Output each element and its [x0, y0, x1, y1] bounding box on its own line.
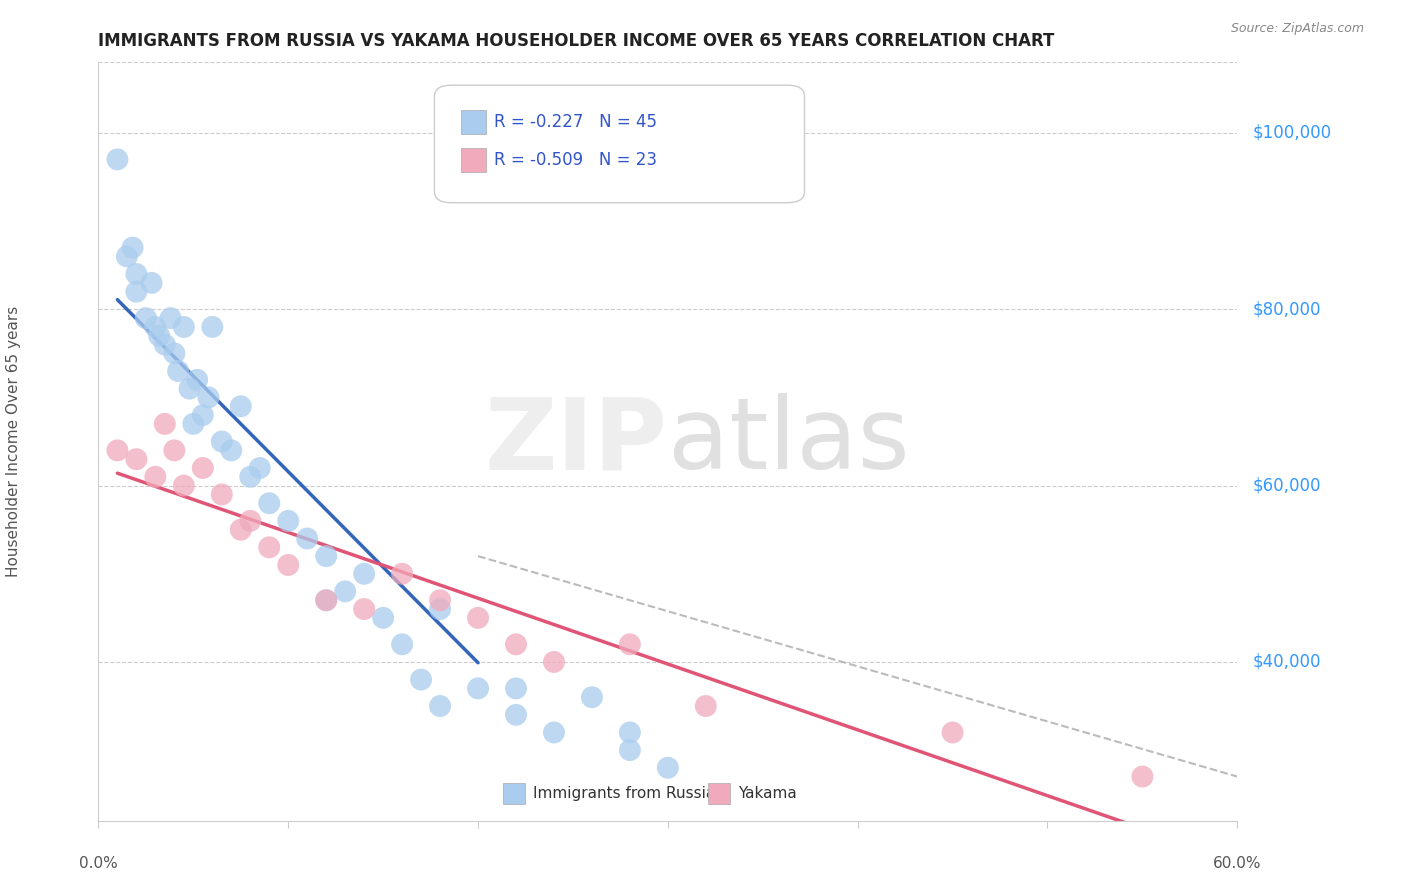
Point: [141, 276, 163, 290]
Point: [125, 452, 148, 467]
Point: [619, 725, 641, 739]
Point: [391, 637, 413, 651]
Point: [229, 523, 252, 537]
Text: ZIP: ZIP: [485, 393, 668, 490]
Point: [353, 602, 375, 616]
Point: [353, 566, 375, 581]
Point: [371, 611, 394, 625]
Text: 0.0%: 0.0%: [79, 856, 118, 871]
Point: [543, 725, 565, 739]
Point: [942, 725, 965, 739]
Text: $80,000: $80,000: [1253, 301, 1322, 318]
Point: [391, 566, 413, 581]
Point: [259, 496, 281, 510]
Point: [211, 487, 233, 501]
Point: [163, 346, 186, 360]
Text: R = -0.227   N = 45: R = -0.227 N = 45: [494, 113, 657, 131]
Point: [173, 478, 195, 492]
Point: [429, 699, 451, 714]
Point: [1132, 770, 1154, 784]
Point: [153, 337, 176, 351]
Point: [211, 434, 233, 449]
Point: [619, 637, 641, 651]
Point: [505, 707, 527, 722]
FancyBboxPatch shape: [461, 111, 485, 135]
Point: [411, 673, 433, 687]
Point: [505, 637, 527, 651]
Text: Householder Income Over 65 years: Householder Income Over 65 years: [6, 306, 21, 577]
Point: [173, 320, 195, 334]
Point: [315, 549, 337, 563]
Text: Immigrants from Russia: Immigrants from Russia: [533, 786, 716, 801]
Point: [125, 267, 148, 281]
FancyBboxPatch shape: [434, 85, 804, 202]
Point: [335, 584, 357, 599]
Text: Yakama: Yakama: [738, 786, 797, 801]
Point: [201, 320, 224, 334]
Text: IMMIGRANTS FROM RUSSIA VS YAKAMA HOUSEHOLDER INCOME OVER 65 YEARS CORRELATION CH: IMMIGRANTS FROM RUSSIA VS YAKAMA HOUSEHO…: [98, 32, 1054, 50]
Point: [249, 461, 271, 475]
Point: [467, 611, 489, 625]
Point: [229, 399, 252, 413]
Point: [505, 681, 527, 696]
Point: [191, 461, 214, 475]
Point: [619, 743, 641, 757]
Point: [186, 373, 208, 387]
Point: [153, 417, 176, 431]
Point: [315, 593, 337, 607]
Text: atlas: atlas: [668, 393, 910, 490]
FancyBboxPatch shape: [503, 783, 526, 804]
Point: [315, 593, 337, 607]
Text: 60.0%: 60.0%: [1213, 856, 1261, 871]
Point: [239, 514, 262, 528]
Point: [429, 602, 451, 616]
Point: [695, 699, 717, 714]
Point: [148, 328, 170, 343]
Text: $60,000: $60,000: [1253, 476, 1322, 495]
Text: R = -0.509   N = 23: R = -0.509 N = 23: [494, 152, 657, 169]
Point: [115, 249, 138, 263]
FancyBboxPatch shape: [461, 148, 485, 172]
Point: [191, 408, 214, 422]
FancyBboxPatch shape: [707, 783, 731, 804]
Text: Source: ZipAtlas.com: Source: ZipAtlas.com: [1230, 22, 1364, 36]
Point: [259, 541, 281, 555]
Point: [145, 320, 167, 334]
Point: [107, 443, 129, 458]
Point: [163, 443, 186, 458]
Point: [125, 285, 148, 299]
Point: [197, 391, 219, 405]
Point: [429, 593, 451, 607]
Point: [297, 532, 319, 546]
Point: [277, 514, 299, 528]
Point: [121, 241, 143, 255]
Point: [145, 470, 167, 484]
Point: [581, 690, 603, 705]
Point: [277, 558, 299, 572]
Point: [221, 443, 243, 458]
Text: $40,000: $40,000: [1253, 653, 1322, 671]
Point: [107, 153, 129, 167]
Point: [239, 470, 262, 484]
Point: [183, 417, 205, 431]
Point: [179, 382, 201, 396]
Point: [467, 681, 489, 696]
Point: [657, 761, 679, 775]
Text: $100,000: $100,000: [1253, 124, 1331, 142]
Point: [167, 364, 190, 378]
Point: [543, 655, 565, 669]
Point: [159, 311, 181, 326]
Point: [135, 311, 157, 326]
